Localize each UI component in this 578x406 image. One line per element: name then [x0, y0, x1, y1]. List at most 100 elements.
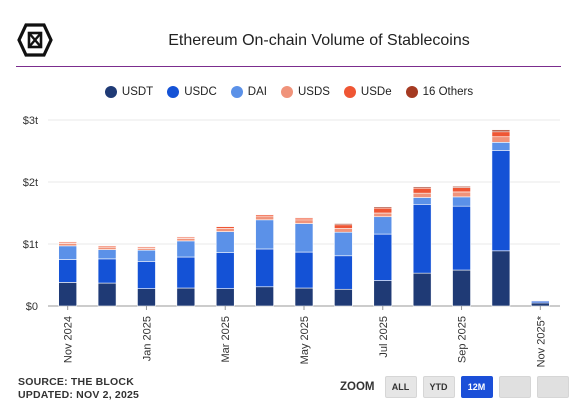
y-tick-label: $2t [23, 177, 38, 189]
bar-segment-16-others [373, 206, 393, 209]
legend-label: DAI [247, 86, 267, 98]
bar-segment-16-others [215, 225, 235, 227]
bar-segment-usdc [58, 259, 77, 283]
legend-item-usde[interactable]: USDe [343, 86, 392, 98]
bar-segment-16-others [334, 223, 353, 226]
bar-segment-usde [334, 224, 353, 229]
x-tick-label: Jul 2025 [378, 316, 390, 358]
bar-segment-16-others [137, 246, 156, 248]
bar-segment-usdt [97, 282, 117, 307]
bar-segment-usds [294, 219, 314, 224]
bar-segment-usdc [255, 248, 274, 288]
chart-footer: SOURCE: THE BLOCK UPDATED: NOV 2, 2025 [18, 376, 139, 402]
bar-segment-dai [137, 249, 156, 262]
bar-segment-usdt [215, 288, 235, 307]
bar-segment-usde [373, 207, 393, 214]
bar-segment-dai [334, 231, 353, 257]
zoom-12m-button[interactable]: 12M [460, 376, 493, 398]
bar-segment-usdt [373, 280, 393, 307]
x-tick-label: May 2025 [299, 316, 311, 364]
bar-segment-usds [491, 136, 511, 143]
legend-item-usdt[interactable]: USDT [104, 86, 154, 98]
bar-segment-usdc [215, 252, 235, 289]
x-tick-label: Nov 2024 [63, 316, 75, 363]
bar-segment-usdc [412, 204, 432, 274]
bar-segment-usdt [491, 250, 511, 307]
x-tick-label: Sep 2025 [457, 316, 469, 363]
x-tick-label: Jan 2025 [141, 316, 153, 361]
the-block-logo [17, 22, 53, 58]
y-tick-label: $1t [23, 239, 38, 251]
bar-segment-usds [255, 216, 274, 221]
legend-swatch [167, 86, 180, 98]
legend-item-usds[interactable]: USDS [280, 86, 330, 98]
bar-segment-usdt [452, 269, 471, 307]
legend-swatch [104, 86, 117, 98]
bar-segment-dai [491, 142, 511, 151]
legend-swatch [405, 86, 418, 98]
zoom-ytd-button[interactable]: YTD [422, 376, 455, 398]
legend-label: 16 Others [422, 86, 474, 98]
y-tick-label: $0 [26, 301, 38, 313]
bar-segment-usdt [255, 286, 274, 307]
zoom-all-button[interactable]: ALL [384, 376, 417, 398]
bar-segment-usds [215, 228, 235, 232]
bar-segment-usds [334, 228, 353, 233]
bar-segment-usdc [137, 261, 156, 289]
bar-segment-usds [452, 191, 471, 198]
bar-segment-usde [412, 187, 432, 194]
legend-swatch [343, 86, 356, 98]
bar-segment-usdt [58, 282, 77, 307]
bar-segment-usds [373, 212, 393, 218]
bar-segment-16-others [531, 299, 550, 301]
legend-label: USDC [184, 86, 217, 98]
bar-segment-16-others [412, 186, 432, 189]
bar-segment-16-others [255, 213, 274, 216]
bar-segment-dai [373, 216, 393, 235]
legend-label: USDT [121, 86, 154, 98]
legend-item-dai[interactable]: DAI [230, 86, 267, 98]
x-tick-label: Mar 2025 [220, 316, 232, 362]
chart-legend: USDT USDC DAI USDS USDe 16 Others [0, 86, 578, 98]
bar-segment-usdc [294, 251, 314, 289]
bar-segment-dai [176, 240, 196, 258]
bar-segment-usdc [176, 256, 196, 289]
bar-segment-16-others [294, 217, 314, 219]
legend-item-16-others[interactable]: 16 Others [405, 86, 474, 98]
bar-segment-usds [176, 238, 196, 242]
bar-segment-usdt [334, 288, 353, 307]
bar-segment-dai [97, 249, 117, 260]
bar-segment-usdc [97, 258, 117, 284]
bar-segment-usdt [412, 272, 432, 307]
zoom-label: ZOOM [340, 381, 375, 393]
bar-segment-dai [255, 219, 274, 250]
bar-segment-usdc [334, 255, 353, 290]
bar-segment-usdt [294, 287, 314, 307]
bar-segment-usde [491, 131, 511, 138]
bar-segment-16-others [452, 186, 471, 188]
chart-title: Ethereum On-chain Volume of Stablecoins [168, 32, 470, 49]
legend-label: USDS [297, 86, 330, 98]
legend-swatch [280, 86, 293, 98]
bar-segment-16-others [58, 241, 77, 243]
legend-item-usdc[interactable]: USDC [167, 86, 217, 98]
bar-segment-usdt [137, 288, 156, 307]
bar-segment-usdt [531, 302, 550, 307]
y-tick-label: $3t [23, 115, 38, 127]
bar-segment-16-others [97, 244, 117, 247]
bar-segment-16-others [491, 129, 511, 133]
bar-segment-usds [412, 192, 432, 198]
bar-segment-16-others [176, 236, 196, 238]
bar-segment-dai [215, 231, 235, 253]
bar-segment-usdt [176, 287, 196, 307]
bar-segment-usds [97, 246, 117, 250]
bar-segment-usdc [491, 150, 511, 252]
legend-label: USDe [360, 86, 392, 98]
source-text: SOURCE: THE BLOCK [18, 376, 134, 388]
zoom-extra-button-2[interactable] [536, 376, 569, 398]
bar-segment-dai [452, 196, 471, 207]
bar-segment-usds [58, 243, 77, 247]
zoom-extra-button-1[interactable] [498, 376, 531, 398]
bar-segment-usdc [452, 205, 471, 271]
